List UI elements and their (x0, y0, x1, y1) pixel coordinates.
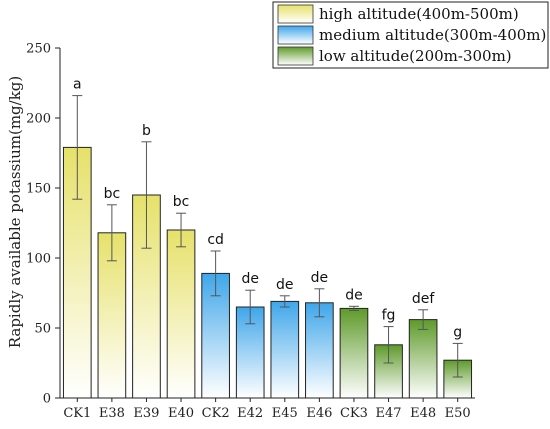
error-bar-E40 (176, 212, 187, 248)
significance-E47: fg (382, 308, 396, 324)
y-tick-label: 200 (26, 112, 51, 127)
y-axis-label: Rapidly available potassium(mg/kg) (6, 76, 24, 349)
bar-E42 (235, 306, 265, 399)
x-axis (60, 397, 475, 402)
bar-E46 (305, 302, 334, 399)
significance-CK2: cd (207, 232, 224, 248)
legend-label-medium: medium altitude(300m-400m) (319, 26, 546, 44)
x-tick-labels: CK1 E38 E39 E40 CK2 E42 E45 E46 CK3 E47 E48 E50 (63, 406, 470, 421)
legend-swatch-medium (277, 25, 314, 45)
x-tick-label-CK1: CK1 (63, 406, 91, 421)
x-tick-label-E47: E47 (376, 406, 402, 421)
significance-E39: b (142, 123, 151, 139)
error-bar-E38 (106, 204, 117, 262)
bar-CK3 (339, 307, 369, 399)
error-bar-E50 (452, 342, 463, 378)
significance-E48: def (412, 291, 436, 307)
error-bar-E39 (141, 141, 152, 249)
error-bar-E47 (383, 326, 394, 364)
y-tick-label: 250 (26, 42, 51, 57)
bar-E40 (166, 229, 196, 399)
significance-CK3: de (345, 287, 363, 303)
y-tick-label: 50 (34, 322, 51, 337)
legend-label-low: low altitude(200m-300m) (319, 47, 512, 65)
x-tick-label-E39: E39 (133, 406, 159, 421)
error-bar-CK1 (72, 95, 83, 200)
error-bar-E45 (279, 295, 290, 308)
bar-CK2 (201, 272, 230, 399)
y-tick-label: 150 (26, 182, 51, 197)
error-bar-E46 (314, 288, 325, 318)
y-axis: 0 50 100 150 200 250 (26, 42, 61, 407)
legend-frame (272, 1, 549, 69)
legend-swatch-low (277, 46, 314, 66)
x-tick-label-CK3: CK3 (340, 406, 368, 421)
significance-E42: de (241, 271, 259, 287)
y-tick-label: 100 (26, 252, 51, 267)
y-tick-label: 0 (43, 392, 51, 407)
bar-E45 (270, 300, 300, 399)
x-tick-label-CK2: CK2 (202, 406, 230, 421)
x-tick-label-E38: E38 (99, 406, 125, 421)
bar-E48 (408, 319, 438, 399)
significance-E40: bc (173, 194, 190, 210)
error-bar-CK3 (348, 305, 359, 311)
legend-label-high: high altitude(400m-500m) (319, 5, 519, 23)
legend: high altitude(400m-500m) medium altitude… (272, 1, 549, 69)
x-tick-label-E50: E50 (445, 406, 471, 421)
error-bar-CK2 (210, 250, 221, 297)
x-tick-label-E42: E42 (237, 406, 263, 421)
significance-E45: de (276, 277, 294, 293)
error-bar-E42 (245, 289, 256, 325)
significance-E38: bc (104, 186, 121, 202)
error-bar-E48 (418, 309, 429, 330)
significance-E50: g (453, 324, 462, 340)
error-bars (72, 95, 463, 378)
x-tick-label-E46: E46 (306, 406, 332, 421)
bars (62, 146, 473, 399)
x-tick-label-E40: E40 (168, 406, 194, 421)
legend-swatch-high (277, 4, 314, 24)
x-tick-label-E45: E45 (272, 406, 298, 421)
significance-E46: de (311, 270, 329, 286)
significance-CK1: a (73, 77, 82, 93)
x-tick-label-E48: E48 (410, 406, 436, 421)
